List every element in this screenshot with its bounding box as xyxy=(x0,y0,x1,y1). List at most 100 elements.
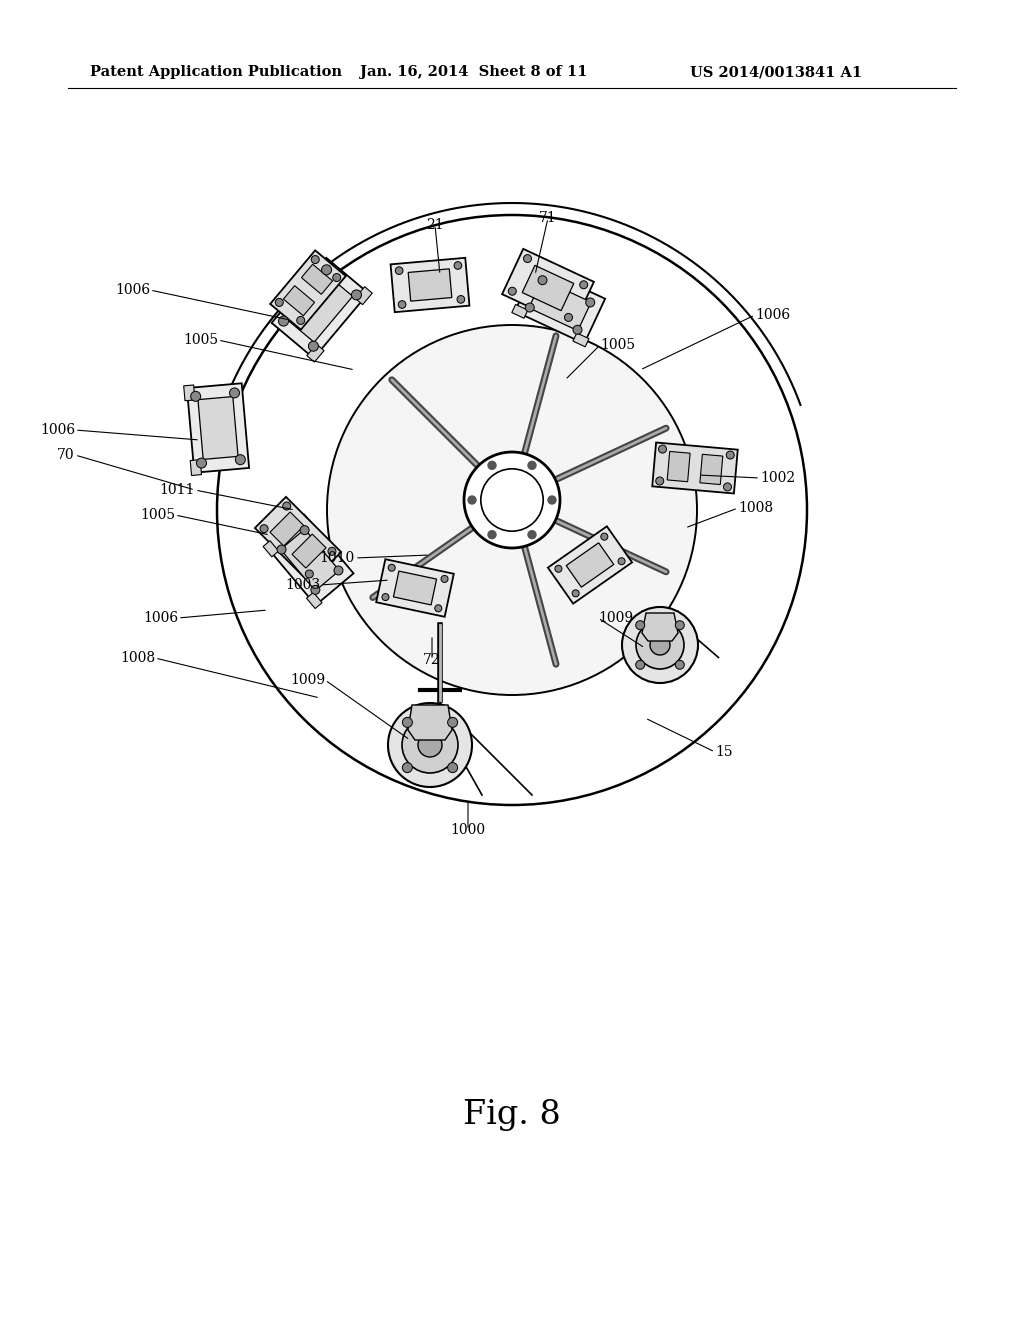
Text: 1006: 1006 xyxy=(40,422,75,437)
Circle shape xyxy=(525,304,535,312)
Polygon shape xyxy=(393,572,436,605)
Circle shape xyxy=(726,451,734,459)
Circle shape xyxy=(236,454,246,465)
Polygon shape xyxy=(270,251,346,330)
Polygon shape xyxy=(306,593,323,609)
Circle shape xyxy=(601,533,608,540)
Polygon shape xyxy=(266,515,353,605)
Polygon shape xyxy=(668,451,690,482)
Circle shape xyxy=(447,717,458,727)
Circle shape xyxy=(322,265,332,275)
Text: US 2014/0013841 A1: US 2014/0013841 A1 xyxy=(690,65,862,79)
Circle shape xyxy=(675,620,684,630)
Circle shape xyxy=(279,315,289,326)
Text: Patent Application Publication: Patent Application Publication xyxy=(90,65,342,79)
Circle shape xyxy=(333,273,341,281)
Polygon shape xyxy=(502,249,594,327)
Text: 1008: 1008 xyxy=(120,651,155,665)
Circle shape xyxy=(398,301,406,309)
Text: 1010: 1010 xyxy=(319,550,355,565)
Polygon shape xyxy=(522,265,573,310)
Text: 1005: 1005 xyxy=(140,508,175,521)
Circle shape xyxy=(305,570,313,578)
Text: 1011: 1011 xyxy=(160,483,195,498)
Circle shape xyxy=(275,298,284,306)
Circle shape xyxy=(388,564,395,572)
Polygon shape xyxy=(307,345,324,362)
Circle shape xyxy=(311,585,319,594)
Text: 1005: 1005 xyxy=(183,333,218,347)
Circle shape xyxy=(447,763,458,772)
Text: 1009: 1009 xyxy=(598,611,633,624)
Text: 70: 70 xyxy=(57,447,75,462)
Polygon shape xyxy=(292,535,326,568)
Circle shape xyxy=(260,524,268,533)
Circle shape xyxy=(548,496,556,504)
Polygon shape xyxy=(263,541,279,557)
Polygon shape xyxy=(652,442,737,494)
Circle shape xyxy=(508,288,516,296)
Polygon shape xyxy=(699,454,723,484)
Text: Fig. 8: Fig. 8 xyxy=(463,1100,561,1131)
Circle shape xyxy=(351,290,361,300)
Text: 1000: 1000 xyxy=(451,822,485,837)
Circle shape xyxy=(402,717,458,774)
Text: 72: 72 xyxy=(423,653,440,667)
Circle shape xyxy=(658,445,667,453)
Polygon shape xyxy=(183,385,195,401)
Text: 1002: 1002 xyxy=(760,471,795,484)
Polygon shape xyxy=(288,273,352,342)
Circle shape xyxy=(573,325,582,334)
Circle shape xyxy=(655,477,664,484)
Circle shape xyxy=(528,531,536,539)
Circle shape xyxy=(435,605,441,611)
Polygon shape xyxy=(528,280,591,331)
Polygon shape xyxy=(281,529,339,591)
Text: 1006: 1006 xyxy=(755,308,791,322)
Circle shape xyxy=(395,267,403,275)
Circle shape xyxy=(488,462,496,470)
Polygon shape xyxy=(409,269,452,301)
Polygon shape xyxy=(284,285,314,315)
Circle shape xyxy=(278,545,286,554)
Circle shape xyxy=(564,313,572,321)
Polygon shape xyxy=(566,543,613,587)
Circle shape xyxy=(528,462,536,470)
Circle shape xyxy=(650,635,670,655)
Circle shape xyxy=(538,276,547,285)
Circle shape xyxy=(300,525,309,535)
Circle shape xyxy=(311,256,319,264)
Polygon shape xyxy=(187,383,249,473)
Circle shape xyxy=(328,548,336,556)
Circle shape xyxy=(454,261,462,269)
Circle shape xyxy=(308,341,318,351)
Circle shape xyxy=(297,317,305,325)
Polygon shape xyxy=(573,333,589,347)
Circle shape xyxy=(334,566,343,576)
Circle shape xyxy=(402,717,413,727)
Text: 1006: 1006 xyxy=(143,611,178,624)
Polygon shape xyxy=(198,396,238,459)
Circle shape xyxy=(572,590,580,597)
Ellipse shape xyxy=(217,215,807,805)
Text: 21: 21 xyxy=(426,218,443,232)
Circle shape xyxy=(457,296,465,304)
Circle shape xyxy=(229,388,240,397)
Circle shape xyxy=(197,458,207,469)
Circle shape xyxy=(555,565,562,573)
Circle shape xyxy=(636,620,684,669)
Circle shape xyxy=(523,255,531,263)
Polygon shape xyxy=(255,496,341,583)
Text: 1003: 1003 xyxy=(285,578,319,591)
Circle shape xyxy=(636,660,645,669)
Circle shape xyxy=(675,660,684,669)
Ellipse shape xyxy=(327,325,697,696)
Text: 15: 15 xyxy=(715,744,732,759)
Polygon shape xyxy=(390,257,469,312)
Text: 71: 71 xyxy=(539,211,557,224)
Text: 1006: 1006 xyxy=(115,282,150,297)
Circle shape xyxy=(622,607,698,682)
Polygon shape xyxy=(270,512,304,546)
Circle shape xyxy=(388,704,472,787)
Polygon shape xyxy=(376,560,454,616)
